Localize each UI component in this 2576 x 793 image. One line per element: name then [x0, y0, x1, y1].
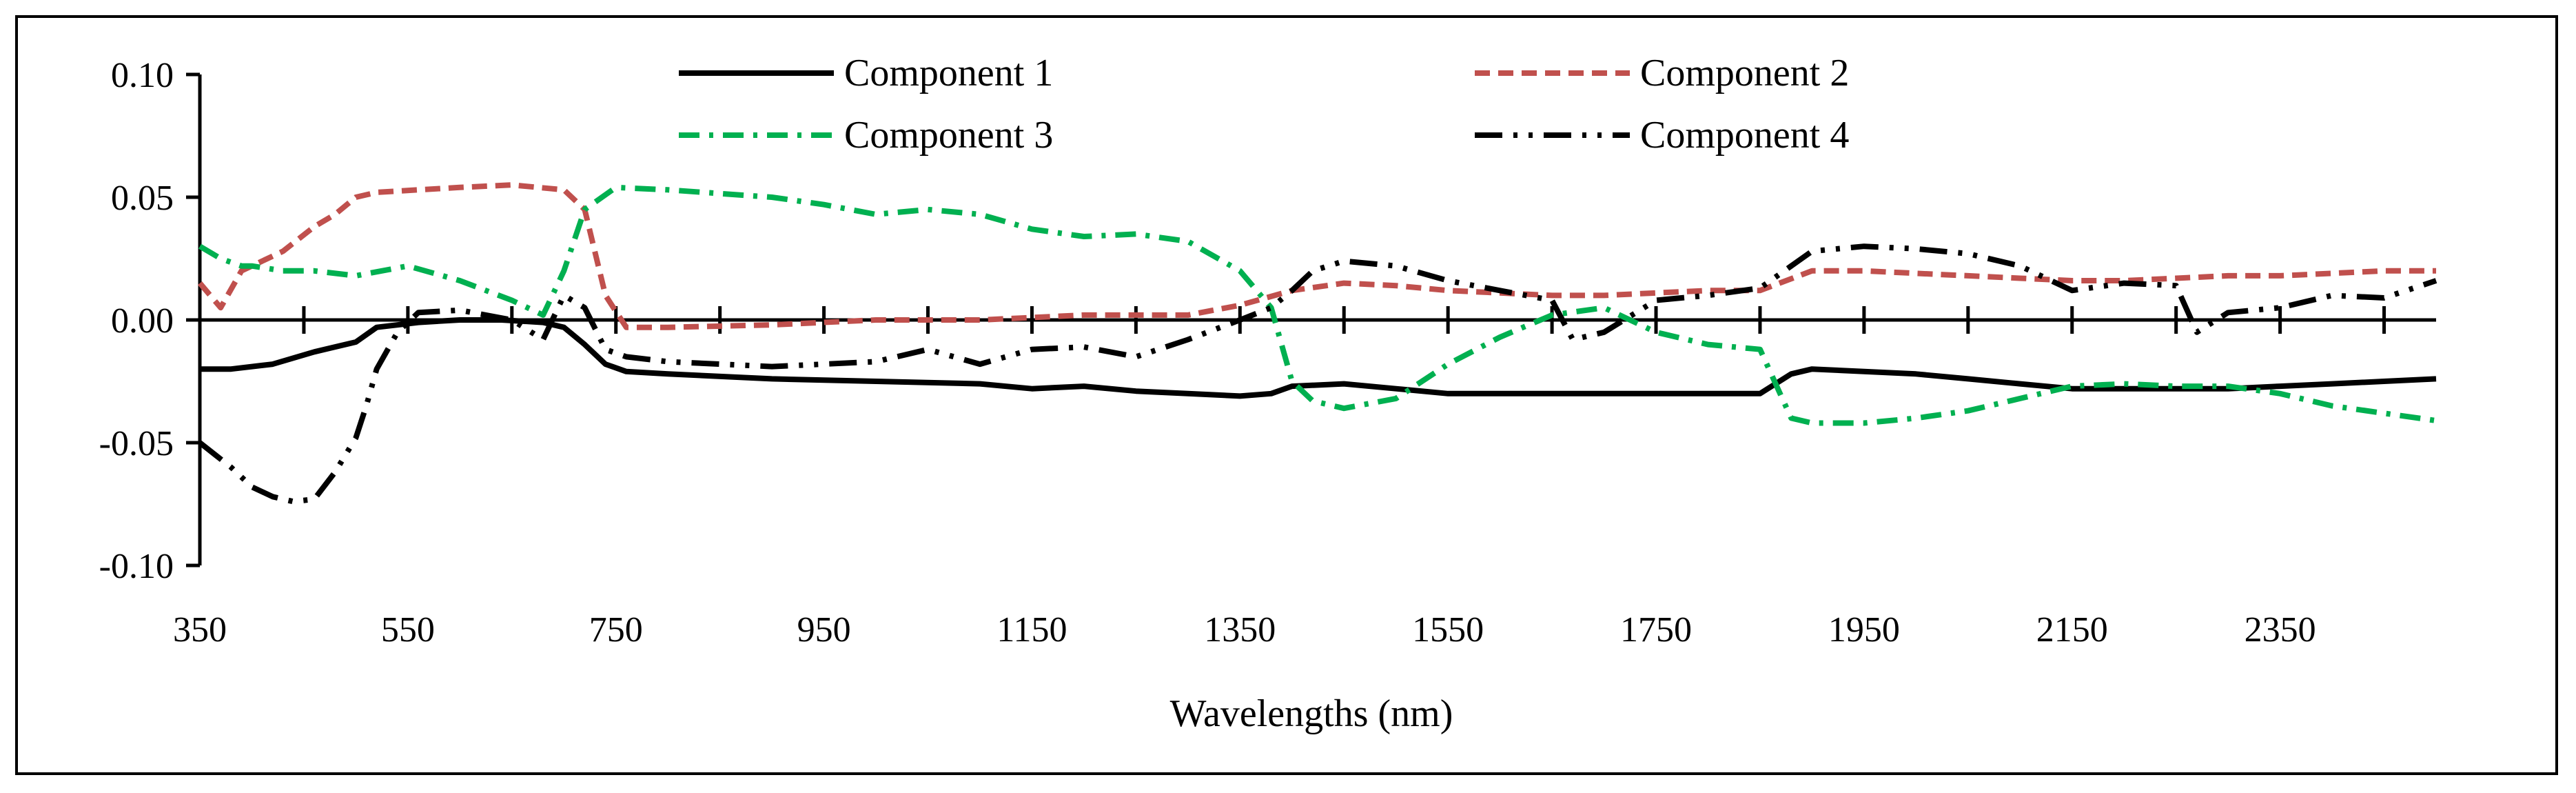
y-tick-label: -0.10: [99, 547, 174, 586]
x-tick-label: 1550: [1412, 610, 1484, 650]
y-tick-label: 0.10: [111, 56, 174, 95]
legend: Component 1 Component 2 Component 3 Compone…: [679, 52, 1849, 157]
axes: 0.10 0.05 0.00 -0.05 -0.10 350 550 750 950 1150 13…: [99, 56, 2436, 650]
legend-label-3: Component 3: [844, 114, 1053, 157]
x-tick-label: 1950: [1828, 610, 1900, 650]
series-line-3: [198, 184, 2437, 426]
x-tick-label: 750: [589, 610, 643, 650]
x-tick-label: 2150: [2036, 610, 2108, 650]
y-tick-label: 0.00: [111, 301, 174, 341]
x-tick-label: 1750: [1620, 610, 1692, 650]
y-tick-label: -0.05: [99, 424, 174, 463]
x-tick-label: 1350: [1204, 610, 1276, 650]
chart-frame: [15, 15, 2558, 775]
legend-label-4: Component 4: [1640, 114, 1849, 157]
x-tick-label: 1150: [996, 610, 1067, 650]
x-tick-label: 550: [381, 610, 435, 650]
y-tick-label: 0.05: [111, 179, 174, 218]
x-tick-label: 350: [173, 610, 227, 650]
series-line-4: [198, 243, 2437, 505]
x-tick-label: 2350: [2245, 610, 2316, 650]
series-group: [197, 182, 2437, 505]
x-tick-label: 950: [797, 610, 851, 650]
series-line-1: [200, 317, 2437, 399]
x-axis-title: Wavelengths (nm): [1170, 692, 1453, 735]
legend-label-2: Component 2: [1640, 52, 1849, 94]
legend-label-1: Component 1: [844, 52, 1053, 94]
series-line-2: [197, 182, 2436, 330]
